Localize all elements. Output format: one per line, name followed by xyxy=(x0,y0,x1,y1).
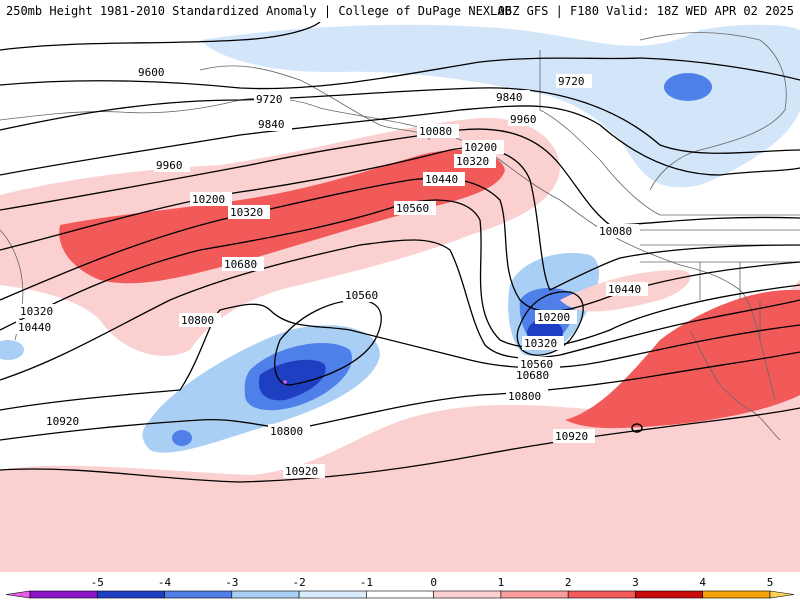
colorbar-tick-label: -1 xyxy=(360,576,373,589)
colorbar-tick-label: 2 xyxy=(565,576,572,589)
contour-label: 10800 xyxy=(270,425,303,438)
colorbar-block xyxy=(702,590,771,599)
colorbar-tick-label: 0 xyxy=(430,576,437,589)
contour-label: 10440 xyxy=(425,173,458,186)
contour-label: 10560 xyxy=(520,358,553,371)
colorbar-tick-label: 3 xyxy=(632,576,639,589)
map-header: 250mb Height 1981-2010 Standardized Anom… xyxy=(0,0,800,22)
contour-label: 9720 xyxy=(256,93,283,106)
contour-label: 10440 xyxy=(608,283,641,296)
colorbar-tick-label: -4 xyxy=(158,576,172,589)
contour-label: 9960 xyxy=(156,159,183,172)
contour-label: 10080 xyxy=(419,125,452,138)
contour-label: 10680 xyxy=(516,369,549,382)
colorbar-tick-label: -2 xyxy=(292,576,305,589)
model-run-info: 06Z GFS | F180 Valid: 18Z WED APR 02 202… xyxy=(497,4,794,18)
contour-label: 10320 xyxy=(230,206,263,219)
map-title: 250mb Height 1981-2010 Standardized Anom… xyxy=(6,4,512,18)
contour-label: 10560 xyxy=(345,289,378,302)
contour-label: 10920 xyxy=(555,430,588,443)
low-center-marker xyxy=(283,380,287,384)
colorbar-end-high xyxy=(769,590,795,599)
colorbar-tick-label: 4 xyxy=(699,576,706,589)
colorbar-tick-label: -3 xyxy=(225,576,238,589)
contour-label: 10320 xyxy=(456,155,489,168)
contour-label: 10920 xyxy=(46,415,79,428)
contour-label: 10560 xyxy=(396,202,429,215)
contour-labels: 9600 9720 9840 9960 10080 10200 10320 10… xyxy=(16,65,648,478)
contour-label: 10320 xyxy=(524,337,557,350)
colorbar-block xyxy=(500,590,569,599)
colorbar-end-low xyxy=(5,590,31,599)
negative-anomaly-fill xyxy=(0,24,800,453)
map-canvas: 9600 9720 9840 9960 10080 10200 10320 10… xyxy=(0,22,800,572)
colorbar-tick-label: 5 xyxy=(767,576,774,589)
contour-label: 10680 xyxy=(224,258,257,271)
colorbar-labels: -5 -4 -3 -2 -1 0 1 2 3 4 5 xyxy=(91,576,774,589)
colorbar-block xyxy=(366,590,434,599)
contour-label: 9840 xyxy=(258,118,285,131)
contour-label: 10320 xyxy=(20,305,53,318)
colorbar-block xyxy=(298,590,367,599)
contour-label: 10440 xyxy=(18,321,51,334)
closed-contour xyxy=(631,423,643,433)
colorbar-block xyxy=(231,590,300,599)
contour-label: 9960 xyxy=(510,113,537,126)
contour-label: 9840 xyxy=(496,91,523,104)
anomaly-map: 9600 9720 9840 9960 10080 10200 10320 10… xyxy=(0,22,800,572)
contour-label: 10920 xyxy=(285,465,318,478)
colorbar-tick-label: -5 xyxy=(91,576,104,589)
contour-label: 10200 xyxy=(537,311,570,324)
contour-label: 10200 xyxy=(192,193,225,206)
colorbar-tick-label: 1 xyxy=(498,576,505,589)
colorbar-canvas: -5 -4 -3 -2 -1 0 1 2 3 4 5 xyxy=(5,576,795,599)
contour-label: 9720 xyxy=(558,75,585,88)
contour-label: 10800 xyxy=(508,390,541,403)
colorbar-block xyxy=(635,590,704,599)
anomaly-colorbar: -5 -4 -3 -2 -1 0 1 2 3 4 5 xyxy=(0,572,800,600)
height-contours xyxy=(0,22,800,483)
colorbar-block xyxy=(567,590,636,599)
colorbar-block xyxy=(96,590,165,599)
contour-label: 9600 xyxy=(138,66,165,79)
colorbar-block xyxy=(433,590,502,599)
colorbar-block xyxy=(29,590,98,599)
colorbar-blocks xyxy=(5,590,795,599)
contour-label: 10800 xyxy=(181,314,214,327)
contour-label: 10080 xyxy=(599,225,632,238)
colorbar-block xyxy=(164,590,233,599)
contour-label: 10200 xyxy=(464,141,497,154)
